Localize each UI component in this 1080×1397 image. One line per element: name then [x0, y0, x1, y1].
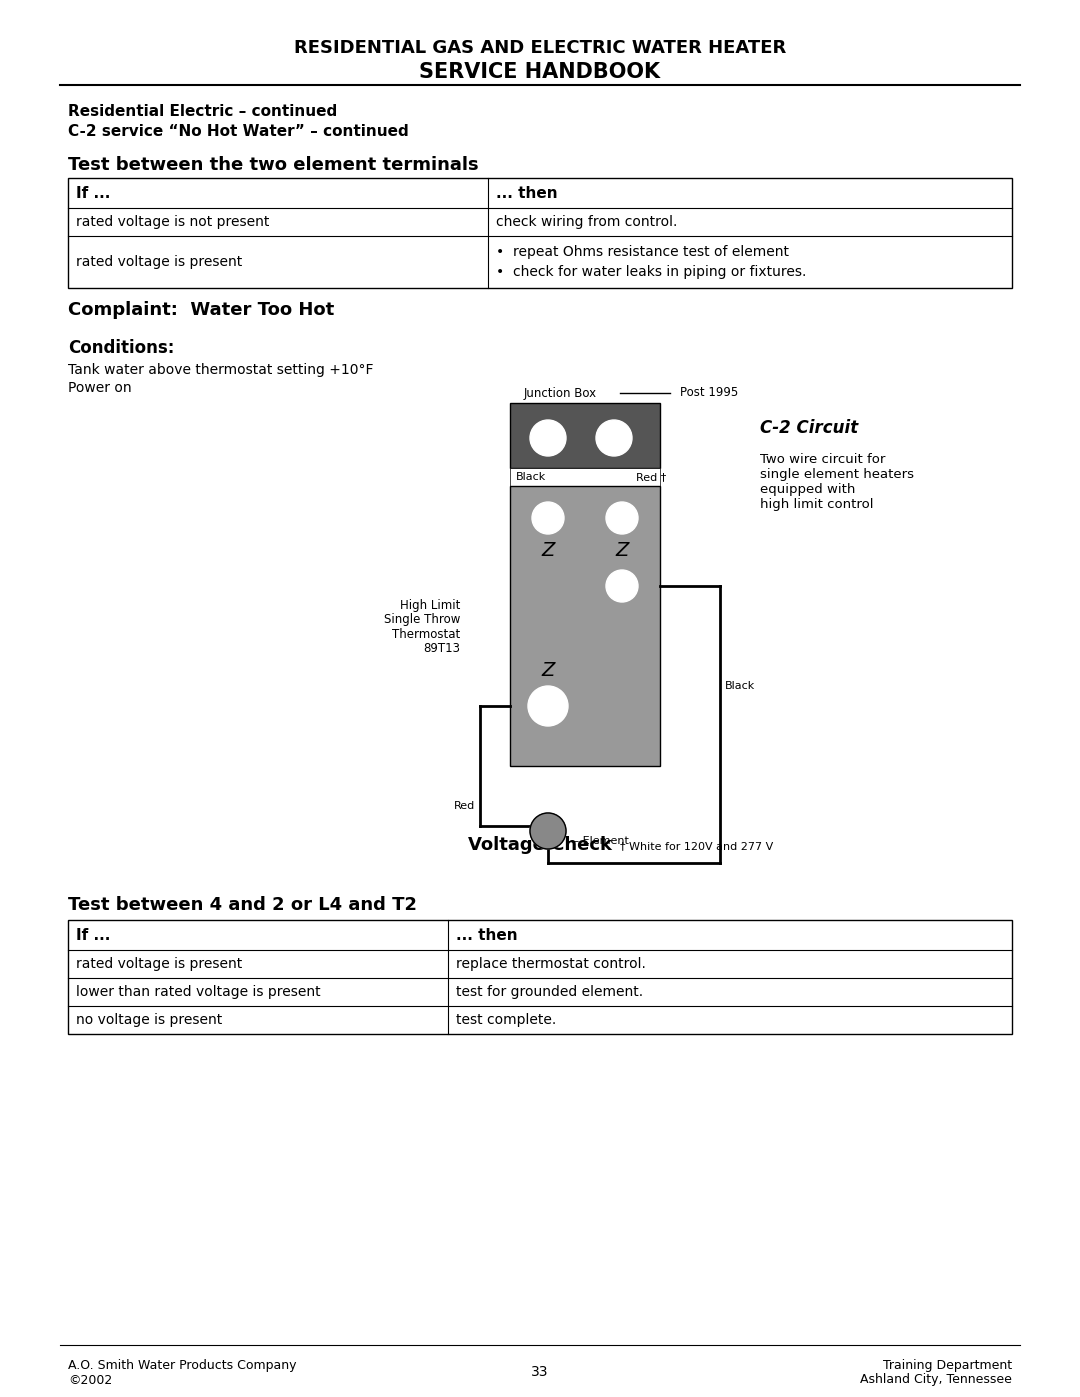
Text: L1: L1: [541, 513, 555, 522]
Bar: [68, 921, 1012, 1034]
Text: ... then: ... then: [496, 186, 557, 201]
Text: † White for 120V and 277 V: † White for 120V and 277 V: [620, 841, 773, 851]
Text: Tank water above thermostat setting +10°F: Tank water above thermostat setting +10°…: [68, 363, 374, 377]
Text: test complete.: test complete.: [456, 1013, 556, 1027]
Text: T2: T2: [539, 700, 556, 712]
Text: Single Throw: Single Throw: [383, 613, 460, 626]
Text: rated voltage is not present: rated voltage is not present: [76, 215, 269, 229]
Text: ©2002: ©2002: [68, 1373, 112, 1386]
Text: lower than rated voltage is present: lower than rated voltage is present: [76, 985, 321, 999]
Text: ... then: ... then: [456, 928, 517, 943]
Bar: [68, 177, 1012, 288]
Text: SERVICE HANDBOOK: SERVICE HANDBOOK: [419, 61, 661, 82]
Text: Complaint:  Water Too Hot: Complaint: Water Too Hot: [68, 300, 334, 319]
Circle shape: [530, 813, 566, 849]
Text: Test between 4 and 2 or L4 and T2: Test between 4 and 2 or L4 and T2: [68, 895, 417, 914]
Text: test for grounded element.: test for grounded element.: [456, 985, 643, 999]
Text: replace thermostat control.: replace thermostat control.: [456, 957, 646, 971]
Text: L4: L4: [615, 581, 630, 591]
Text: Test between the two element terminals: Test between the two element terminals: [68, 156, 478, 175]
Text: Voltage Check: Voltage Check: [468, 835, 612, 854]
Text: Two wire circuit for
single element heaters
equipped with
high limit control: Two wire circuit for single element heat…: [760, 453, 914, 511]
Text: check wiring from control.: check wiring from control.: [496, 215, 677, 229]
Text: rated voltage is present: rated voltage is present: [76, 957, 242, 971]
Text: Thermostat: Thermostat: [392, 627, 460, 640]
Text: RESIDENTIAL GAS AND ELECTRIC WATER HEATER: RESIDENTIAL GAS AND ELECTRIC WATER HEATE…: [294, 39, 786, 57]
Text: Z: Z: [616, 542, 629, 560]
Circle shape: [606, 570, 638, 602]
Text: C-2 service “No Hot Water” – continued: C-2 service “No Hot Water” – continued: [68, 124, 408, 140]
Text: •  repeat Ohms resistance test of element: • repeat Ohms resistance test of element: [496, 244, 789, 258]
Text: If ...: If ...: [76, 186, 110, 201]
Text: Junction Box: Junction Box: [524, 387, 596, 400]
Text: •  check for water leaks in piping or fixtures.: • check for water leaks in piping or fix…: [496, 265, 807, 279]
Text: Red †: Red †: [636, 472, 666, 482]
Circle shape: [532, 502, 564, 534]
Text: Training Department: Training Department: [882, 1358, 1012, 1372]
Text: Black: Black: [516, 472, 546, 482]
Bar: [510, 402, 660, 468]
Text: High Limit: High Limit: [400, 599, 460, 612]
Text: no voltage is present: no voltage is present: [76, 1013, 222, 1027]
Circle shape: [596, 420, 632, 455]
Text: Residential Electric – continued: Residential Electric – continued: [68, 105, 337, 120]
Circle shape: [606, 502, 638, 534]
Circle shape: [530, 420, 566, 455]
Text: Ashland City, Tennessee: Ashland City, Tennessee: [860, 1373, 1012, 1386]
Bar: [510, 468, 660, 486]
Circle shape: [528, 686, 568, 726]
Text: Conditions:: Conditions:: [68, 339, 174, 358]
Text: 89T13: 89T13: [423, 641, 460, 655]
Text: Red: Red: [454, 800, 475, 812]
Text: Z: Z: [541, 542, 555, 560]
Bar: [510, 486, 660, 766]
Text: 33: 33: [531, 1365, 549, 1379]
Text: A.O. Smith Water Products Company: A.O. Smith Water Products Company: [68, 1358, 297, 1372]
Text: Black: Black: [725, 680, 755, 692]
Text: L3: L3: [615, 513, 630, 522]
Text: Z: Z: [541, 662, 555, 680]
Text: Power on: Power on: [68, 381, 132, 395]
Text: C-2 Circuit: C-2 Circuit: [760, 419, 859, 437]
Text: Post 1995: Post 1995: [680, 387, 739, 400]
Text: rated voltage is present: rated voltage is present: [76, 256, 242, 270]
Text: — Element: — Element: [568, 835, 629, 847]
Text: If ...: If ...: [76, 928, 110, 943]
